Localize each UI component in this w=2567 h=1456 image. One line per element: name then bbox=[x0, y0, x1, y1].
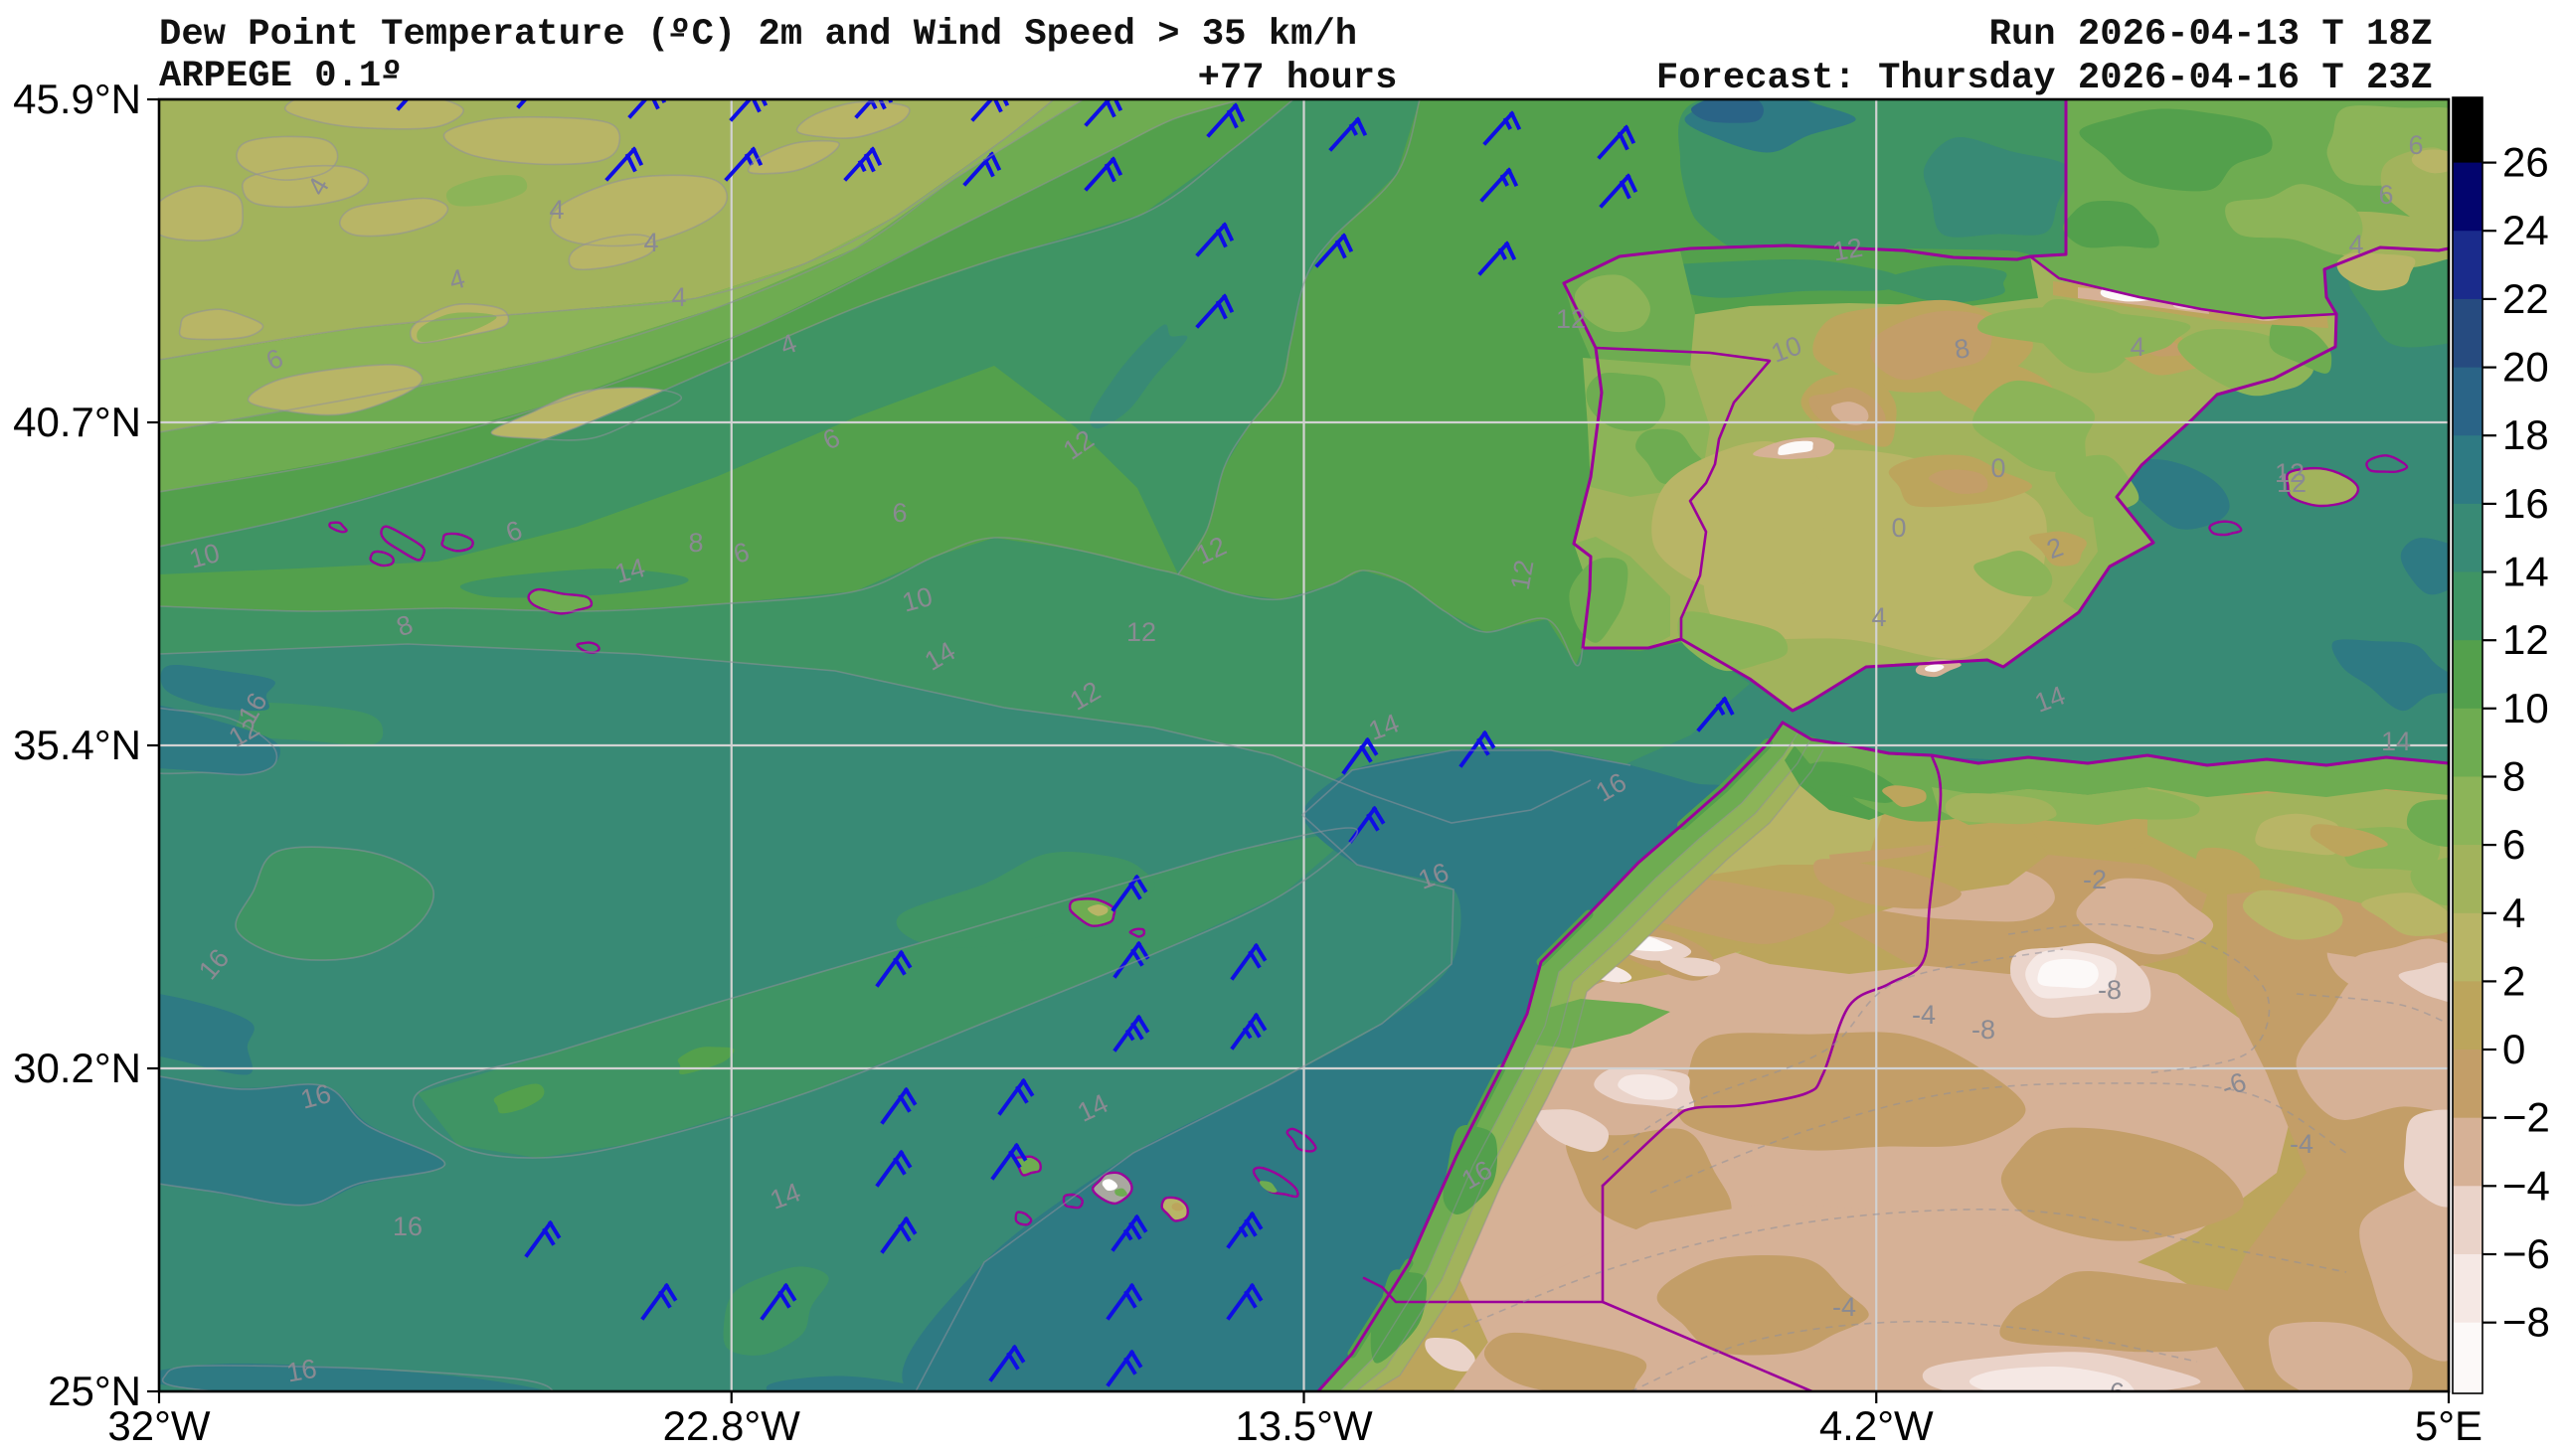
svg-text:-2: -2 bbox=[2083, 865, 2107, 894]
svg-text:4: 4 bbox=[2348, 230, 2363, 259]
svg-text:Run 2026-04-13 T 18Z: Run 2026-04-13 T 18Z bbox=[1989, 14, 2433, 56]
svg-text:4.2°W: 4.2°W bbox=[1819, 1402, 1934, 1449]
svg-text:-8: -8 bbox=[1971, 1015, 1995, 1045]
svg-text:Forecast: Thursday 2026-04-16: Forecast: Thursday 2026-04-16 T 23Z bbox=[1656, 58, 2433, 99]
svg-text:6: 6 bbox=[2378, 180, 2393, 210]
svg-text:24: 24 bbox=[2502, 207, 2549, 253]
svg-text:12: 12 bbox=[1556, 304, 1586, 334]
svg-text:45.9°N: 45.9°N bbox=[13, 76, 141, 122]
svg-text:-4: -4 bbox=[2290, 1129, 2313, 1159]
svg-text:−2: −2 bbox=[2502, 1094, 2550, 1141]
svg-text:4: 4 bbox=[2130, 332, 2144, 362]
svg-text:4: 4 bbox=[446, 263, 468, 296]
svg-text:0: 0 bbox=[1990, 453, 2005, 483]
svg-text:22: 22 bbox=[2502, 275, 2549, 322]
svg-text:8: 8 bbox=[1952, 333, 1971, 365]
svg-text:0: 0 bbox=[2502, 1026, 2525, 1072]
svg-text:-4: -4 bbox=[1912, 1000, 1936, 1030]
svg-text:Dew Point Temperature (ºC) 2m: Dew Point Temperature (ºC) 2m and Wind S… bbox=[159, 14, 1357, 56]
svg-text:-6: -6 bbox=[2101, 1377, 2125, 1407]
svg-text:6: 6 bbox=[2502, 821, 2525, 868]
svg-text:32°W: 32°W bbox=[107, 1402, 211, 1449]
svg-text:12: 12 bbox=[1126, 617, 1156, 647]
svg-text:−8: −8 bbox=[2502, 1299, 2550, 1346]
svg-text:4: 4 bbox=[1871, 602, 1886, 632]
svg-text:−6: −6 bbox=[2502, 1230, 2550, 1277]
svg-text:8: 8 bbox=[688, 528, 703, 558]
svg-text:+77 hours: +77 hours bbox=[1198, 58, 1398, 99]
svg-text:-8: -8 bbox=[2098, 975, 2122, 1005]
svg-text:30.2°N: 30.2°N bbox=[13, 1045, 141, 1091]
svg-text:12: 12 bbox=[1830, 233, 1865, 267]
svg-text:2: 2 bbox=[2502, 957, 2525, 1004]
svg-text:6: 6 bbox=[2408, 130, 2423, 160]
svg-text:0: 0 bbox=[1891, 513, 1906, 543]
svg-text:16: 16 bbox=[2502, 480, 2549, 527]
svg-text:14: 14 bbox=[2381, 727, 2411, 756]
svg-text:12: 12 bbox=[2275, 458, 2305, 488]
svg-text:6: 6 bbox=[892, 498, 907, 528]
svg-text:ARPEGE 0.1º: ARPEGE 0.1º bbox=[159, 56, 403, 97]
svg-text:6: 6 bbox=[731, 537, 753, 569]
svg-text:20: 20 bbox=[2502, 344, 2549, 391]
svg-text:12: 12 bbox=[2277, 468, 2307, 498]
svg-text:25°N: 25°N bbox=[48, 1368, 141, 1414]
svg-text:26: 26 bbox=[2502, 139, 2549, 186]
svg-text:13.5°W: 13.5°W bbox=[1235, 1402, 1373, 1449]
svg-text:16: 16 bbox=[393, 1212, 423, 1241]
svg-text:4: 4 bbox=[671, 282, 686, 312]
svg-text:8: 8 bbox=[2502, 753, 2525, 800]
svg-text:18: 18 bbox=[2502, 411, 2549, 458]
svg-text:12: 12 bbox=[2502, 616, 2549, 663]
svg-text:10: 10 bbox=[2502, 685, 2549, 731]
svg-text:-4: -4 bbox=[1832, 1292, 1856, 1322]
svg-text:4: 4 bbox=[549, 195, 564, 225]
svg-text:4: 4 bbox=[643, 228, 658, 257]
svg-text:40.7°N: 40.7°N bbox=[13, 399, 141, 445]
svg-text:35.4°N: 35.4°N bbox=[13, 722, 141, 768]
svg-text:5°E: 5°E bbox=[2415, 1402, 2482, 1449]
svg-text:14: 14 bbox=[2502, 549, 2549, 595]
svg-text:12: 12 bbox=[1505, 558, 1540, 592]
svg-text:22.8°W: 22.8°W bbox=[663, 1402, 801, 1449]
svg-text:4: 4 bbox=[2502, 890, 2525, 936]
svg-text:−4: −4 bbox=[2502, 1162, 2550, 1209]
svg-text:16: 16 bbox=[284, 1354, 319, 1388]
